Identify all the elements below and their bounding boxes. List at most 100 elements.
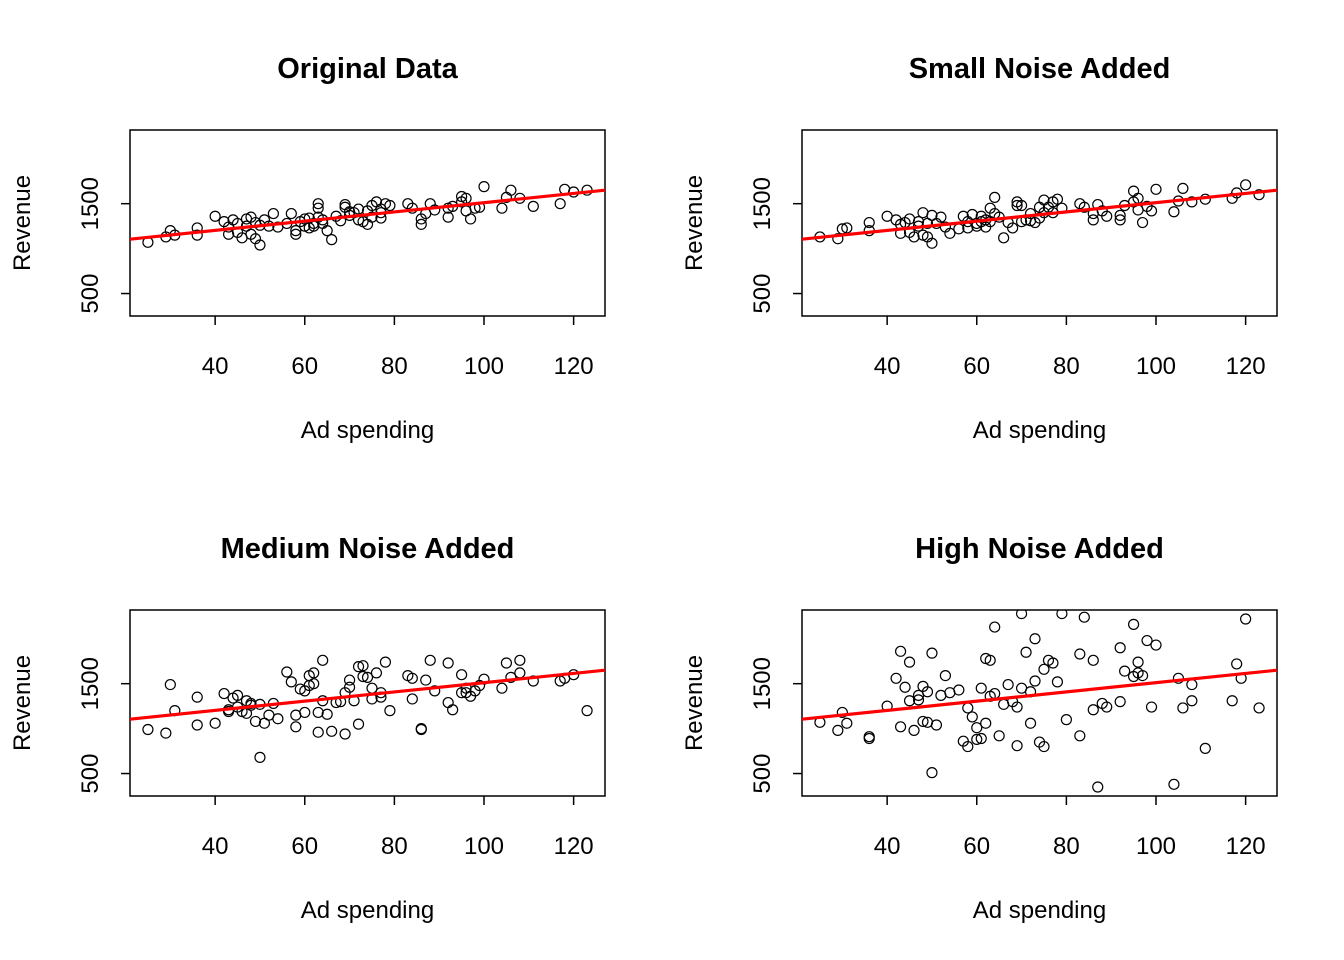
x-tick-label: 120 (1226, 833, 1266, 860)
data-point (366, 211, 378, 223)
data-point (527, 200, 539, 212)
data-point (975, 682, 987, 694)
data-point (420, 674, 432, 686)
data-point (1186, 196, 1198, 208)
data-point (962, 740, 974, 753)
x-tick-label: 60 (291, 833, 318, 860)
data-area (802, 594, 1277, 793)
y-axis-label: Revenue (681, 655, 708, 751)
data-point (1087, 704, 1099, 716)
data-point (1119, 665, 1131, 677)
data-point (321, 708, 333, 720)
data-point (370, 667, 383, 679)
plot-frame (129, 609, 606, 797)
data-point (290, 225, 302, 237)
x-tick-label: 80 (381, 353, 408, 380)
data-point (160, 727, 172, 739)
data-point (930, 719, 943, 731)
regression-line (130, 668, 605, 721)
data-point (1240, 613, 1252, 625)
data-point (321, 225, 333, 237)
x-tick-label: 60 (963, 353, 990, 380)
data-point (1138, 594, 1148, 604)
data-point (352, 661, 365, 673)
y-tick-label: 1500 (749, 657, 776, 710)
y-tick-label: 1500 (749, 177, 776, 230)
data-point (429, 685, 441, 697)
data-point (384, 199, 396, 212)
data-point (1150, 183, 1162, 195)
data-point (1136, 669, 1149, 682)
data-point (339, 728, 351, 740)
data-point (953, 684, 965, 696)
data-point (1145, 205, 1158, 217)
data-point (1074, 730, 1086, 742)
data-point (335, 215, 347, 227)
data-point (894, 721, 907, 733)
data-point (1145, 701, 1158, 713)
data-point (326, 234, 338, 246)
data-point (908, 231, 920, 243)
data-point (505, 671, 517, 683)
data-point (447, 704, 459, 716)
data-point (308, 667, 320, 679)
data-point (1141, 634, 1153, 647)
data-point (917, 715, 929, 728)
chart-title: Small Noise Added (909, 53, 1171, 85)
data-area (130, 181, 605, 251)
data-point (1177, 702, 1189, 714)
data-point (971, 733, 983, 745)
data-point (971, 722, 983, 734)
data-point (1087, 654, 1099, 666)
data-point (191, 719, 203, 731)
data-point (1114, 214, 1126, 226)
x-tick-label: 120 (554, 353, 594, 380)
data-point (312, 706, 324, 719)
data-point (415, 723, 427, 735)
data-point (357, 670, 369, 683)
data-point (1002, 678, 1014, 691)
data-point (164, 678, 176, 691)
data-point (863, 216, 875, 229)
x-tick-label: 120 (554, 833, 594, 860)
x-tick-label: 40 (202, 833, 229, 860)
data-point (456, 669, 468, 681)
data-point (1015, 610, 1028, 620)
y-tick-label: 1500 (77, 657, 104, 710)
data-point (841, 222, 853, 234)
data-point (966, 711, 978, 723)
y-tick-label: 1500 (77, 177, 104, 230)
chart-panel-4: High Noise Added 40 60 80 100 120 500 1500 Ad sp… (681, 533, 1278, 924)
data-point (908, 724, 920, 737)
x-tick-label: 40 (874, 833, 901, 860)
data-point (998, 232, 1010, 244)
data-point (1128, 618, 1140, 630)
data-point (1231, 658, 1243, 670)
data-point (1029, 675, 1041, 687)
data-point (308, 678, 320, 690)
data-point (142, 723, 154, 736)
x-tick-label: 100 (1136, 833, 1176, 860)
data-point (1051, 193, 1064, 205)
data-point (312, 198, 324, 210)
y-tick-label: 500 (77, 754, 104, 794)
data-point (343, 674, 356, 686)
data-point (1038, 663, 1050, 675)
regression-line (130, 188, 605, 241)
data-point (191, 691, 203, 703)
x-tick-label: 100 (464, 353, 504, 380)
data-point (312, 202, 324, 214)
data-point (285, 207, 297, 220)
data-point (209, 717, 221, 729)
data-point (1051, 676, 1064, 688)
x-axis-label: Ad spending (973, 897, 1106, 924)
data-point (980, 717, 992, 729)
data-point (245, 697, 257, 710)
data-point (1168, 206, 1180, 218)
data-point (415, 218, 427, 230)
data-point (989, 191, 1001, 203)
data-point (1078, 611, 1090, 623)
data-point (424, 654, 436, 666)
data-point (581, 705, 593, 717)
y-axis-label: Revenue (9, 655, 36, 751)
